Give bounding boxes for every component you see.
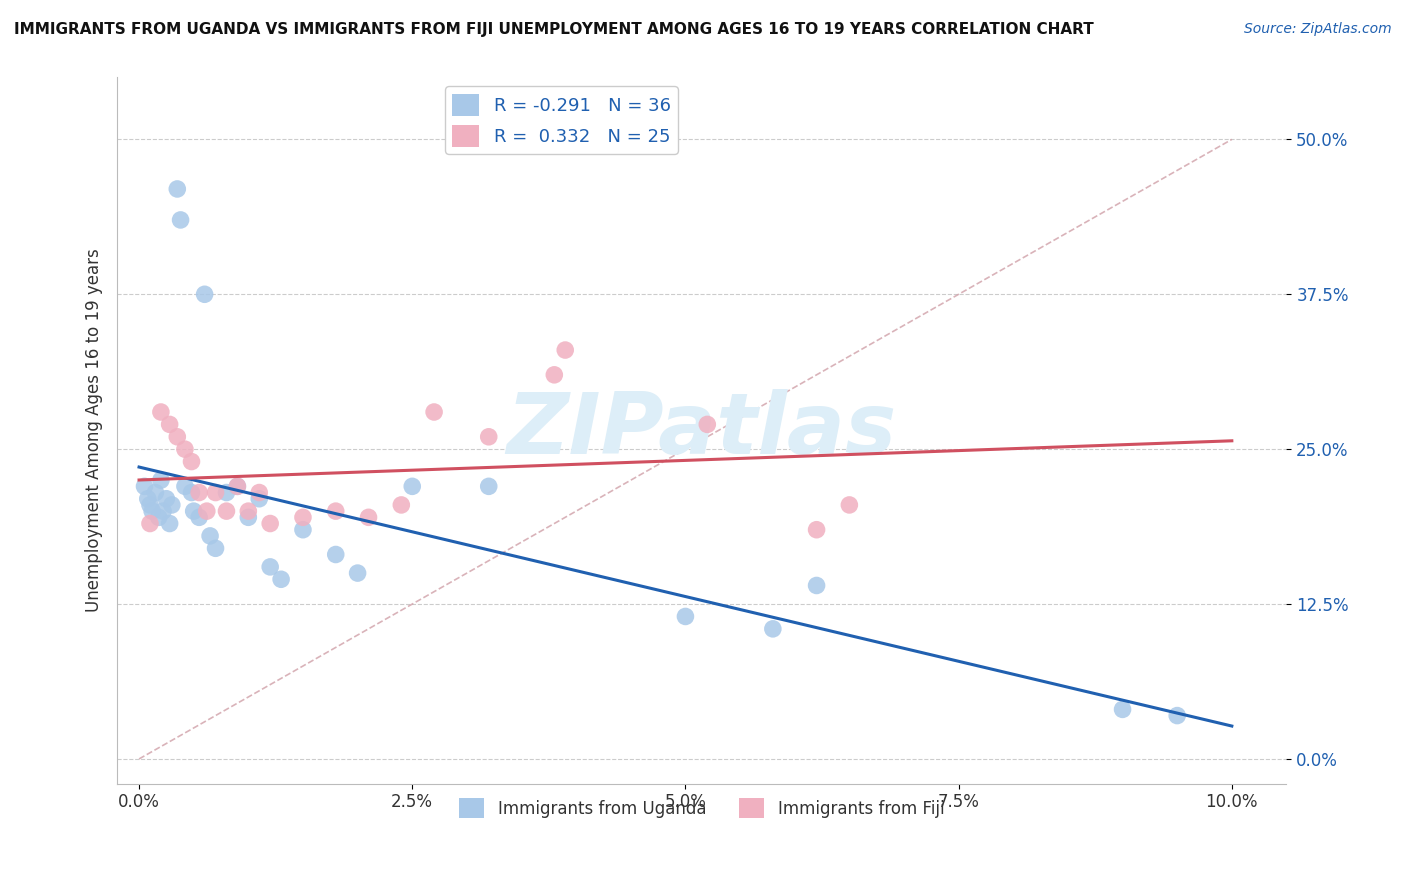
- Point: [149, 473, 172, 487]
- Point: [188, 485, 211, 500]
- Point: [838, 498, 860, 512]
- Point: [696, 417, 718, 432]
- Point: [478, 479, 501, 493]
- Point: [1111, 702, 1133, 716]
- Point: [259, 516, 281, 531]
- Point: [166, 182, 188, 196]
- Point: [762, 622, 785, 636]
- Point: [401, 479, 423, 493]
- Point: [160, 498, 183, 512]
- Point: [554, 343, 576, 357]
- Point: [141, 504, 163, 518]
- Point: [325, 504, 347, 518]
- Point: [357, 510, 380, 524]
- Point: [194, 287, 217, 301]
- Text: IMMIGRANTS FROM UGANDA VS IMMIGRANTS FROM FIJI UNEMPLOYMENT AMONG AGES 16 TO 19 : IMMIGRANTS FROM UGANDA VS IMMIGRANTS FRO…: [14, 22, 1094, 37]
- Point: [148, 510, 170, 524]
- Point: [478, 430, 501, 444]
- Point: [215, 485, 238, 500]
- Point: [134, 479, 156, 493]
- Point: [806, 523, 828, 537]
- Point: [238, 504, 260, 518]
- Point: [543, 368, 565, 382]
- Text: ZIPatlas: ZIPatlas: [506, 389, 897, 472]
- Point: [183, 504, 205, 518]
- Point: [136, 491, 159, 506]
- Point: [226, 479, 249, 493]
- Point: [291, 510, 314, 524]
- Point: [174, 442, 197, 457]
- Y-axis label: Unemployment Among Ages 16 to 19 years: Unemployment Among Ages 16 to 19 years: [86, 249, 103, 613]
- Point: [204, 541, 226, 556]
- Point: [188, 510, 211, 524]
- Point: [159, 417, 181, 432]
- Point: [139, 498, 162, 512]
- Point: [270, 572, 292, 586]
- Point: [152, 504, 174, 518]
- Point: [389, 498, 412, 512]
- Point: [1166, 708, 1188, 723]
- Point: [198, 529, 221, 543]
- Point: [166, 430, 188, 444]
- Point: [180, 485, 202, 500]
- Point: [675, 609, 697, 624]
- Point: [145, 485, 167, 500]
- Point: [226, 479, 249, 493]
- Point: [159, 516, 181, 531]
- Point: [174, 479, 197, 493]
- Point: [238, 510, 260, 524]
- Point: [291, 523, 314, 537]
- Point: [247, 485, 270, 500]
- Point: [346, 566, 368, 580]
- Point: [423, 405, 446, 419]
- Point: [204, 485, 226, 500]
- Point: [149, 405, 172, 419]
- Point: [247, 491, 270, 506]
- Point: [195, 504, 218, 518]
- Point: [180, 454, 202, 468]
- Point: [169, 213, 191, 227]
- Point: [215, 504, 238, 518]
- Point: [325, 548, 347, 562]
- Point: [259, 560, 281, 574]
- Legend: Immigrants from Uganda, Immigrants from Fiji: Immigrants from Uganda, Immigrants from …: [453, 791, 950, 825]
- Point: [155, 491, 177, 506]
- Point: [806, 578, 828, 592]
- Text: Source: ZipAtlas.com: Source: ZipAtlas.com: [1244, 22, 1392, 37]
- Point: [139, 516, 162, 531]
